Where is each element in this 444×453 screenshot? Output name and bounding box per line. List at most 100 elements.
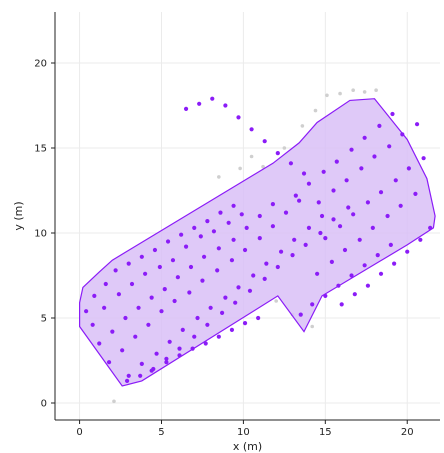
data-point (157, 264, 162, 270)
data-point (198, 234, 203, 239)
faded-point (261, 164, 265, 169)
data-point (323, 236, 328, 241)
data-point (124, 378, 130, 383)
data-point (406, 166, 411, 171)
data-point (359, 166, 364, 171)
data-point (378, 271, 384, 276)
region-polygon-layer (78, 98, 436, 387)
y-tick-label: 5 (41, 314, 47, 325)
y-tick-label: 20 (34, 59, 47, 70)
data-point (159, 309, 164, 314)
data-point (197, 101, 202, 106)
data-point (388, 242, 393, 247)
data-point (205, 322, 210, 327)
data-point (242, 247, 248, 253)
data-point (229, 327, 235, 332)
data-point (393, 178, 398, 183)
data-point (249, 127, 254, 132)
data-point (375, 253, 380, 258)
data-point (398, 203, 403, 208)
faded-point (374, 88, 378, 92)
data-point (187, 290, 192, 295)
data-point (136, 305, 141, 310)
data-point (226, 220, 231, 225)
data-point (321, 169, 326, 174)
data-point (264, 261, 269, 266)
x-tick-label: 5 (158, 427, 164, 438)
data-point (352, 292, 357, 297)
data-point (180, 327, 185, 332)
data-point (349, 273, 354, 278)
data-point (133, 334, 138, 339)
faded-points (112, 88, 378, 404)
axes (51, 12, 440, 424)
data-point (303, 242, 308, 247)
data-point (344, 178, 349, 183)
data-point (428, 225, 433, 230)
data-point (205, 219, 210, 224)
data-point (362, 135, 367, 140)
faded-point (310, 324, 315, 329)
data-point (223, 295, 228, 300)
data-point (413, 191, 418, 196)
faded-point (338, 91, 342, 96)
data-point (400, 132, 405, 137)
y-tick-label: 0 (41, 399, 47, 410)
data-point (154, 351, 159, 356)
data-point (362, 263, 367, 268)
faded-point (112, 399, 116, 404)
x-tick-label: 20 (401, 427, 414, 438)
data-point (170, 258, 176, 263)
data-point (116, 292, 121, 297)
data-point (229, 258, 235, 263)
faded-point (325, 93, 329, 98)
data-point (365, 283, 371, 288)
data-point (201, 254, 207, 259)
data-point (175, 275, 180, 280)
data-point (306, 225, 312, 230)
data-point (418, 237, 423, 242)
data-point (126, 261, 131, 266)
data-point (257, 213, 262, 219)
data-point (377, 123, 382, 128)
data-point (239, 212, 244, 217)
data-point (210, 96, 215, 101)
faded-point (249, 154, 254, 159)
data-point (372, 154, 377, 159)
data-point (342, 247, 348, 253)
x-tick-label: 15 (319, 427, 332, 438)
data-point (316, 200, 321, 205)
faded-point (274, 299, 278, 303)
data-point (192, 225, 197, 230)
data-point (405, 249, 410, 254)
data-point (236, 115, 241, 120)
data-point (275, 264, 280, 270)
data-point (172, 298, 177, 304)
data-point (195, 315, 200, 321)
faded-point (351, 88, 355, 92)
data-point (270, 224, 275, 229)
data-point (370, 225, 375, 230)
data-point (139, 254, 144, 259)
data-point (392, 261, 397, 266)
data-point (306, 181, 312, 186)
data-point (102, 305, 107, 310)
data-point (385, 213, 390, 219)
data-point (331, 188, 336, 193)
data-point (257, 236, 262, 241)
data-point (113, 268, 118, 273)
data-point (301, 171, 307, 176)
tick-labels: 0 5 10 15 20 0 5 10 15 20 (34, 59, 413, 439)
data-point (275, 151, 280, 156)
x-axis-label: x (m) (233, 440, 262, 453)
data-point (270, 202, 275, 207)
data-point (329, 259, 334, 264)
data-point (190, 346, 195, 351)
data-point (164, 356, 169, 361)
data-point (231, 237, 236, 242)
data-point (177, 346, 182, 351)
x-tick-label: 10 (237, 427, 250, 438)
faded-point (238, 166, 242, 171)
data-point (188, 264, 194, 270)
